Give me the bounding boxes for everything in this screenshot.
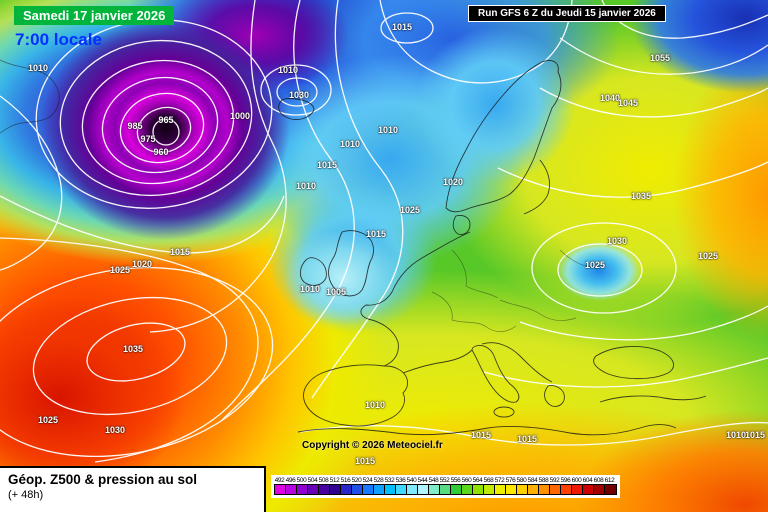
colorbar-value: 544 (417, 477, 428, 484)
model-run-banner: Run GFS 6 Z du Jeudi 15 janvier 2026 (468, 5, 666, 22)
colorbar-value: 492 (274, 477, 285, 484)
colorbar-value: 576 (505, 477, 516, 484)
colorbar-swatch (385, 485, 396, 494)
colorbar-swatch (605, 485, 616, 494)
colorbar-swatch (429, 485, 440, 494)
colorbar-swatch (341, 485, 352, 494)
colorbar-value: 600 (571, 477, 582, 484)
colorbar-swatch (440, 485, 451, 494)
colorbar-swatch (297, 485, 308, 494)
colorbar-value: 584 (527, 477, 538, 484)
colorbar-swatch (286, 485, 297, 494)
colorbar-swatch (506, 485, 517, 494)
colorbar-swatch (363, 485, 374, 494)
colorbar-value: 604 (582, 477, 593, 484)
colorbar-value: 540 (406, 477, 417, 484)
colorbar-value: 588 (538, 477, 549, 484)
colorbar-swatch (319, 485, 330, 494)
colorbar-value: 556 (450, 477, 461, 484)
colorbar-swatch (396, 485, 407, 494)
colorbar-value: 596 (560, 477, 571, 484)
colorbar-value: 592 (549, 477, 560, 484)
colorbar-value: 612 (604, 477, 615, 484)
colorbar-swatch (374, 485, 385, 494)
colorbar: 492 496 500 504 508 512 516 520 524 528 532 536 540 5… (271, 475, 620, 498)
copyright-label: Copyright © 2026 Meteociel.fr (302, 440, 443, 451)
isobar-lines (0, 0, 768, 463)
legend-forecast-offset: (+ 48h) (8, 489, 44, 501)
colorbar-swatch (451, 485, 462, 494)
colorbar-value: 508 (318, 477, 329, 484)
colorbar-swatch (352, 485, 363, 494)
colorbar-swatch (462, 485, 473, 494)
colorbar-swatch (561, 485, 572, 494)
colorbar-swatch (583, 485, 594, 494)
colorbar-value: 552 (439, 477, 450, 484)
colorbar-value: 512 (329, 477, 340, 484)
colorbar-value: 560 (461, 477, 472, 484)
colorbar-value: 516 (340, 477, 351, 484)
colorbar-swatch (517, 485, 528, 494)
colorbar-swatch (418, 485, 429, 494)
colorbar-swatch (528, 485, 539, 494)
colorbar-value: 524 (362, 477, 373, 484)
colorbar-swatch (539, 485, 550, 494)
colorbar-value: 536 (395, 477, 406, 484)
colorbar-value: 504 (307, 477, 318, 484)
country-borders (431, 249, 601, 332)
colorbar-swatch (572, 485, 583, 494)
colorbar-value: 564 (472, 477, 483, 484)
colorbar-value: 608 (593, 477, 604, 484)
colorbar-swatch (407, 485, 418, 494)
colorbar-swatch (330, 485, 341, 494)
colorbar-swatch (594, 485, 605, 494)
coastlines (0, 59, 707, 436)
colorbar-value: 520 (351, 477, 362, 484)
colorbar-value: 548 (428, 477, 439, 484)
colorbar-value: 500 (296, 477, 307, 484)
colorbar-value: 496 (285, 477, 296, 484)
colorbar-values: 492 496 500 504 508 512 516 520 524 528 532 536 540 5… (274, 477, 617, 484)
colorbar-swatch (473, 485, 484, 494)
colorbar-value: 532 (384, 477, 395, 484)
colorbar-swatch (550, 485, 561, 494)
legend-title: Géop. Z500 & pression au sol (8, 472, 198, 487)
colorbar-swatch (308, 485, 319, 494)
colorbar-value: 528 (373, 477, 384, 484)
colorbar-swatch (495, 485, 506, 494)
colorbar-value: 568 (483, 477, 494, 484)
date-banner: Samedi 17 janvier 2026 (14, 6, 175, 25)
colorbar-swatch (484, 485, 495, 494)
legend-box: Géop. Z500 & pression au sol (+ 48h) (0, 466, 266, 512)
local-time-label: 7:00 locale (15, 30, 102, 49)
colorbar-value: 572 (494, 477, 505, 484)
colorbar-value: 580 (516, 477, 527, 484)
colorbar-swatch (275, 485, 286, 494)
colorbar-swatches (274, 484, 617, 495)
